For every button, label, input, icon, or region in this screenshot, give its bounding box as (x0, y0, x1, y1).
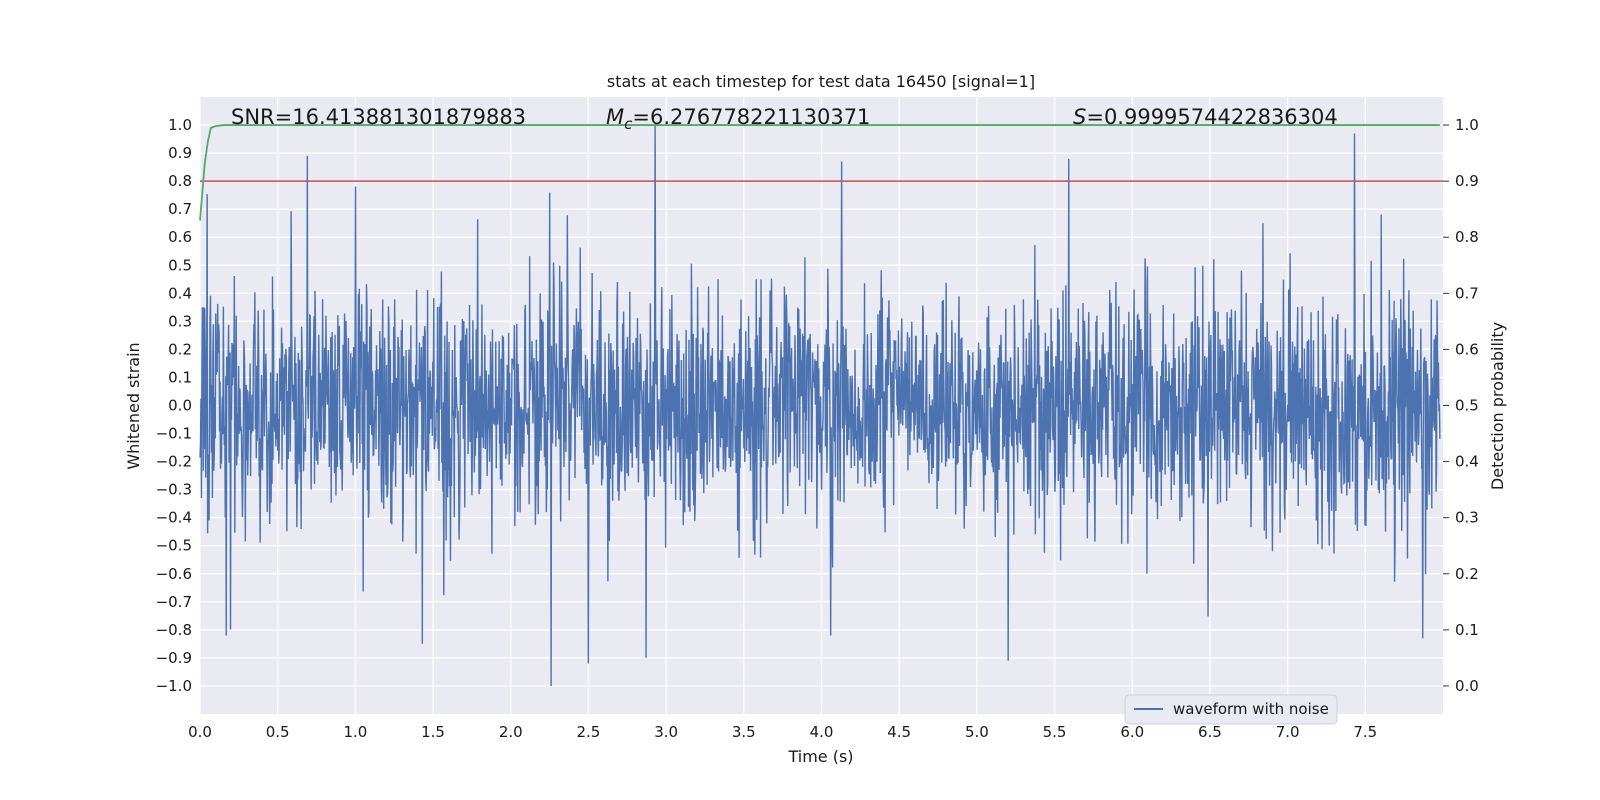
y-tick-label: 0.7 (168, 200, 192, 218)
x-tick-label: 6.0 (1120, 723, 1144, 741)
y2-tick-label: 0.6 (1455, 340, 1479, 358)
x-tick-label: 6.5 (1198, 723, 1222, 741)
y-tick-label: −0.6 (156, 565, 192, 583)
chirp-mass-value: =6.276778221130371 (632, 105, 870, 129)
y2-tick-labels: 0.0 0.1 0.2 0.3 0.4 0.5 0.6 0.7 0.8 0.9 1.0 (1443, 116, 1479, 695)
y-tick-label: −1.0 (156, 677, 192, 695)
x-tick-label: 1.5 (421, 723, 445, 741)
waveform-line (199, 125, 1441, 686)
x-tick-label: 2.0 (499, 723, 523, 741)
y-tick-label: −0.4 (156, 509, 192, 527)
y2-tick-label: 1.0 (1455, 116, 1479, 134)
y2-tick-label: 0.4 (1455, 453, 1479, 471)
x-tick-label: 3.5 (732, 723, 756, 741)
y2-tick-label: 0.2 (1455, 565, 1479, 583)
x-tick-label: 5.5 (1043, 723, 1067, 741)
waveform-series (199, 125, 1441, 686)
y-tick-label: −0.5 (156, 537, 192, 555)
y-axis-label: Whitened strain (124, 342, 143, 469)
chirp-mass-annotation: Mc=6.276778221130371 (606, 105, 870, 133)
y2-tick-label: 0.9 (1455, 172, 1479, 190)
x-tick-label: 2.5 (577, 723, 601, 741)
chirp-mass-subscript: c (624, 115, 633, 133)
x-axis-label: Time (s) (787, 747, 853, 766)
y-tick-label: −0.8 (156, 621, 192, 639)
x-tick-label: 0.5 (266, 723, 290, 741)
score-symbol: S (1073, 105, 1086, 129)
y-tick-label: 0.9 (168, 144, 192, 162)
y2-tick-label: 0.1 (1455, 621, 1479, 639)
y2-tick-label: 0.5 (1455, 397, 1479, 415)
x-tick-label: 7.5 (1353, 723, 1377, 741)
y-tick-label: 0.8 (168, 172, 192, 190)
x-tick-label: 7.0 (1276, 723, 1300, 741)
y-tick-label: 0.1 (168, 368, 192, 386)
legend-box (1124, 694, 1338, 725)
y-tick-label: 0.0 (168, 397, 192, 415)
chart-title: stats at each timestep for test data 164… (607, 72, 1035, 91)
y-tick-label: 1.0 (168, 116, 192, 134)
detection-probability-line (199, 124, 1440, 221)
y-tick-labels: −1.0 −0.9 −0.8 −0.7 −0.6 −0.5 −0.4 −0.3 −0.2 −0.1… (156, 116, 192, 695)
y-tick-label: −0.7 (156, 593, 192, 611)
snr-annotation: SNR=16.413881301879883 (231, 105, 526, 129)
y-tick-label: 0.6 (168, 228, 192, 246)
y-tick-label: 0.4 (168, 284, 192, 302)
y-tick-label: −0.2 (156, 453, 192, 471)
y-tick-label: 0.5 (168, 256, 192, 274)
legend-label: waveform with noise (1173, 700, 1329, 718)
x-tick-labels: 0.0 0.5 1.0 1.5 2.0 2.5 3.0 3.5 4.0 4.5 5.0 5.5 6.0 6… (188, 723, 1377, 741)
y-tick-label: 0.3 (168, 312, 192, 330)
y2-tick-label: 0.7 (1455, 284, 1479, 302)
score-annotation: S=0.9999574422836304 (1073, 105, 1338, 129)
y-tick-label: −0.1 (156, 425, 192, 443)
x-tick-label: 4.0 (810, 723, 834, 741)
y2-tick-label: 0.8 (1455, 228, 1479, 246)
y2-tick-label: 0.0 (1455, 677, 1479, 695)
probability-series (199, 124, 1443, 221)
y-tick-label: −0.3 (156, 481, 192, 499)
y-tick-label: 0.2 (168, 340, 192, 358)
y2-axis-label: Detection probability (1488, 322, 1507, 490)
x-tick-label: 5.0 (965, 723, 989, 741)
x-tick-label: 1.0 (343, 723, 367, 741)
y-tick-label: −0.9 (156, 649, 192, 667)
x-tick-label: 3.0 (654, 723, 678, 741)
legend: waveform with noise (1124, 694, 1338, 725)
score-value: =0.9999574422836304 (1086, 105, 1337, 129)
chirp-mass-symbol: M (606, 105, 624, 129)
y2-tick-label: 0.3 (1455, 509, 1479, 527)
x-tick-label: 4.5 (887, 723, 911, 741)
x-tick-label: 0.0 (188, 723, 212, 741)
